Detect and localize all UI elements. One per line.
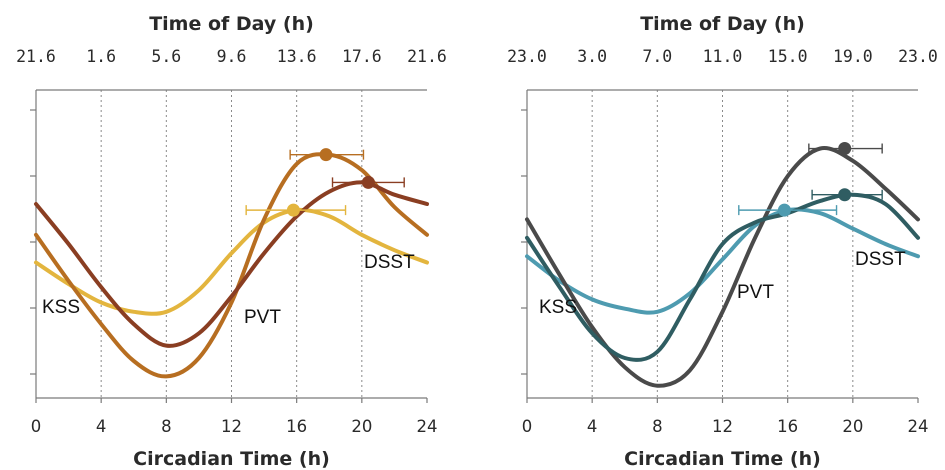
top-tick-label: 19.0 — [833, 47, 873, 66]
top-tick-label: 23.0 — [507, 47, 547, 66]
x-tick-label: 12 — [712, 417, 733, 436]
curve-label: DSST — [855, 249, 906, 270]
peak-marker-dsst — [838, 188, 852, 202]
curve-label: PVT — [244, 307, 281, 328]
top-tick-label: 7.0 — [642, 47, 672, 66]
peak-marker-pvt — [319, 148, 333, 162]
series-line-kss — [525, 207, 920, 315]
curve-label: KSS — [539, 297, 577, 318]
x-tick-label: 24 — [417, 417, 438, 436]
top-tick-label: 3.0 — [577, 47, 607, 66]
peak-marker-kss — [286, 203, 300, 217]
curve-label: PVT — [737, 282, 774, 303]
x-tick-label: 8 — [652, 417, 663, 436]
top-tick-label: 23.0 — [898, 47, 938, 66]
panel-1: Time of Day (h) 21.6 1.6 5.6 9.6 13.6 17.6 21.6… — [16, 13, 447, 470]
panel-2: Time of Day (h) 23.0 3.0 7.0 11.0 15.0 19.0 23.… — [507, 13, 938, 470]
top-tick-label: 15.0 — [768, 47, 808, 66]
curve-label: DSST — [364, 252, 415, 273]
top-tick-label: 17.6 — [342, 47, 382, 66]
x-tick-label: 0 — [522, 417, 533, 436]
top-tick-label: 13.6 — [277, 47, 317, 66]
curve-label: KSS — [42, 297, 80, 318]
x-tick-label: 8 — [161, 417, 172, 436]
x-tick-label: 24 — [908, 417, 929, 436]
peak-marker-dsst — [361, 175, 375, 189]
top-axis-title: Time of Day (h) — [640, 13, 805, 35]
top-tick-label: 21.6 — [407, 47, 447, 66]
peak-marker-kss — [777, 203, 791, 217]
peak-marker-pvt — [838, 142, 852, 156]
x-tick-label: 12 — [221, 417, 242, 436]
series-line-pvt — [34, 152, 429, 379]
x-axis-title: Circadian Time (h) — [624, 448, 821, 470]
top-axis-title: Time of Day (h) — [149, 13, 314, 35]
top-tick-label: 11.0 — [703, 47, 743, 66]
x-tick-label: 16 — [777, 417, 798, 436]
x-tick-label: 0 — [31, 417, 42, 436]
series-line-kss — [34, 207, 429, 316]
x-tick-label: 4 — [587, 417, 598, 436]
top-tick-label: 21.6 — [16, 47, 56, 66]
top-tick-label: 9.6 — [217, 47, 247, 66]
x-tick-label: 20 — [842, 417, 863, 436]
x-tick-label: 20 — [351, 417, 372, 436]
series-line-pvt — [525, 146, 920, 388]
top-tick-label: 1.6 — [86, 47, 116, 66]
x-tick-label: 16 — [286, 417, 307, 436]
x-axis-title: Circadian Time (h) — [133, 448, 330, 470]
x-tick-label: 4 — [96, 417, 107, 436]
top-tick-label: 5.6 — [151, 47, 181, 66]
